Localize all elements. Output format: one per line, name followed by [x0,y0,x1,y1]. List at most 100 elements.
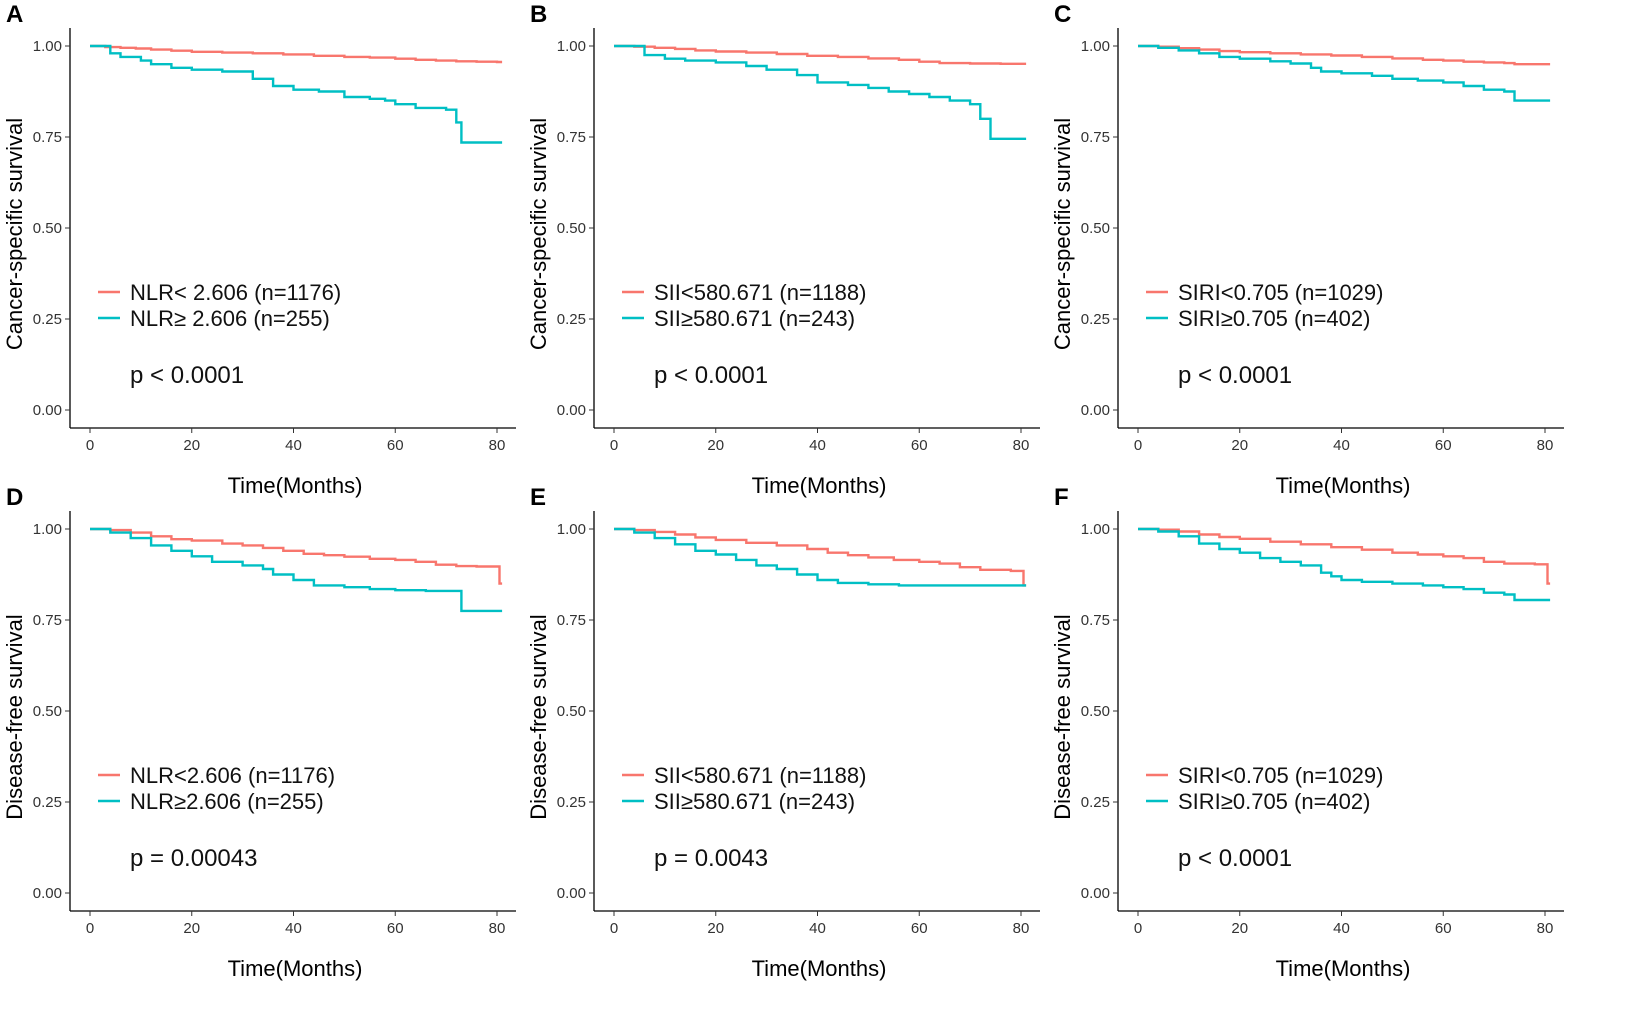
panel-label: E [530,484,546,511]
y-tick-label: 0.50 [1081,220,1110,237]
x-axis-title: Time(Months) [1276,956,1411,981]
chart-panel-f: F 0.00 0.25 0.50 0.75 1.00 0 20 40 60 80 Time(Month… [1048,483,1596,989]
p-value-annotation: p = 0.00043 [130,845,257,872]
y-tick-label: 0.50 [1081,703,1110,720]
survival-curve-high [614,527,1027,587]
y-tick-label: 0.75 [1081,612,1110,629]
x-axis-title: Time(Months) [752,473,887,498]
p-value-annotation: p < 0.0001 [130,362,244,389]
survival-curve-low [90,44,503,64]
chart-svg-f: F 0.00 0.25 0.50 0.75 1.00 0 20 40 60 80 Time(Month… [1050,484,1564,981]
y-tick-label: 0.25 [557,794,586,811]
x-axis-title: Time(Months) [228,956,363,981]
legend-label: SIRI≥0.705 (n=402) [1178,789,1370,814]
x-tick-label: 40 [1333,437,1350,454]
x-tick-label: 0 [1134,920,1142,937]
x-tick-label: 80 [489,437,506,454]
y-tick-label: 0.50 [33,703,62,720]
y-tick-label: 0.00 [557,885,586,902]
legend-label: NLR≥2.606 (n=255) [130,789,324,814]
chart-svg-d: D 0.00 0.25 0.50 0.75 1.00 0 20 40 60 80 Time(Month… [2,484,516,981]
y-tick-label: 0.75 [557,129,586,146]
y-axis-title: Disease-free survival [2,614,27,819]
chart-svg-a: A 0.00 0.25 0.50 0.75 1.00 0 20 40 60 80 Time(Month… [2,1,516,498]
y-tick-label: 0.75 [557,612,586,629]
legend-label: SII<580.671 (n=1188) [654,280,866,305]
survival-curve-low [1138,44,1551,66]
survival-curve-low [1138,527,1551,585]
x-tick-label: 80 [1013,920,1030,937]
p-value-annotation: p = 0.0043 [654,845,768,872]
y-tick-label: 0.50 [557,703,586,720]
x-tick-label: 60 [1435,920,1452,937]
y-tick-label: 0.00 [33,402,62,419]
x-tick-label: 60 [387,920,404,937]
y-axis-title: Disease-free survival [526,614,551,819]
x-axis-title: Time(Months) [228,473,363,498]
x-tick-label: 60 [1435,437,1452,454]
x-tick-label: 60 [387,437,404,454]
legend-label: SIRI<0.705 (n=1029) [1178,763,1383,788]
y-tick-label: 0.50 [33,220,62,237]
x-tick-label: 80 [489,920,506,937]
x-tick-label: 40 [809,920,826,937]
chart-svg-b: B 0.00 0.25 0.50 0.75 1.00 0 20 40 60 80 Time(Month… [526,1,1040,498]
legend-label: SIRI<0.705 (n=1029) [1178,280,1383,305]
x-tick-label: 80 [1537,437,1554,454]
y-tick-label: 0.00 [1081,885,1110,902]
y-tick-label: 0.00 [557,402,586,419]
chart-svg-e: E 0.00 0.25 0.50 0.75 1.00 0 20 40 60 80 Time(Month… [526,484,1040,981]
x-tick-label: 40 [285,437,302,454]
x-tick-label: 60 [911,437,928,454]
x-tick-label: 20 [183,437,200,454]
x-tick-label: 20 [1231,437,1248,454]
y-axis-title: Cancer-specific survival [1050,118,1075,350]
y-tick-label: 0.25 [33,311,62,328]
y-tick-label: 1.00 [1081,521,1110,538]
y-axis-title: Cancer-specific survival [2,118,27,350]
survival-curve-high [614,44,1027,140]
survival-curve-high [90,527,503,613]
survival-curve-high [1138,527,1551,602]
y-tick-label: 0.50 [557,220,586,237]
x-tick-label: 40 [809,437,826,454]
panel-label: B [530,1,547,28]
panel-label: C [1054,1,1071,28]
x-tick-label: 40 [1333,920,1350,937]
y-tick-label: 0.00 [33,885,62,902]
chart-panel-a: A 0.00 0.25 0.50 0.75 1.00 0 20 40 60 80 Time(Month… [0,0,548,506]
x-tick-label: 80 [1537,920,1554,937]
chart-panel-d: D 0.00 0.25 0.50 0.75 1.00 0 20 40 60 80 Time(Month… [0,483,548,989]
survival-curve-high [90,44,503,144]
x-tick-label: 40 [285,920,302,937]
y-tick-label: 1.00 [557,521,586,538]
legend-label: NLR≥ 2.606 (n=255) [130,306,330,331]
legend-label: SII≥580.671 (n=243) [654,306,855,331]
x-axis-title: Time(Months) [1276,473,1411,498]
survival-curve-high [1138,44,1551,102]
chart-panel-e: E 0.00 0.25 0.50 0.75 1.00 0 20 40 60 80 Time(Month… [524,483,1072,989]
chart-panel-c: C 0.00 0.25 0.50 0.75 1.00 0 20 40 60 80 Time(Month… [1048,0,1596,506]
x-tick-label: 20 [707,920,724,937]
p-value-annotation: p < 0.0001 [654,362,768,389]
survival-curve-low [90,527,503,585]
y-tick-label: 0.75 [1081,129,1110,146]
x-tick-label: 60 [911,920,928,937]
x-tick-label: 0 [86,920,94,937]
y-tick-label: 0.25 [1081,794,1110,811]
y-tick-label: 0.00 [1081,402,1110,419]
y-tick-label: 0.75 [33,612,62,629]
y-tick-label: 0.25 [557,311,586,328]
x-tick-label: 20 [1231,920,1248,937]
y-tick-label: 1.00 [557,38,586,55]
y-axis-title: Disease-free survival [1050,614,1075,819]
y-tick-label: 0.25 [1081,311,1110,328]
panel-label: F [1054,484,1069,511]
chart-svg-c: C 0.00 0.25 0.50 0.75 1.00 0 20 40 60 80 Time(Month… [1050,1,1564,498]
x-tick-label: 0 [610,920,618,937]
y-tick-label: 0.25 [33,794,62,811]
y-axis-title: Cancer-specific survival [526,118,551,350]
survival-curve-low [614,527,1027,587]
y-tick-label: 1.00 [33,38,62,55]
